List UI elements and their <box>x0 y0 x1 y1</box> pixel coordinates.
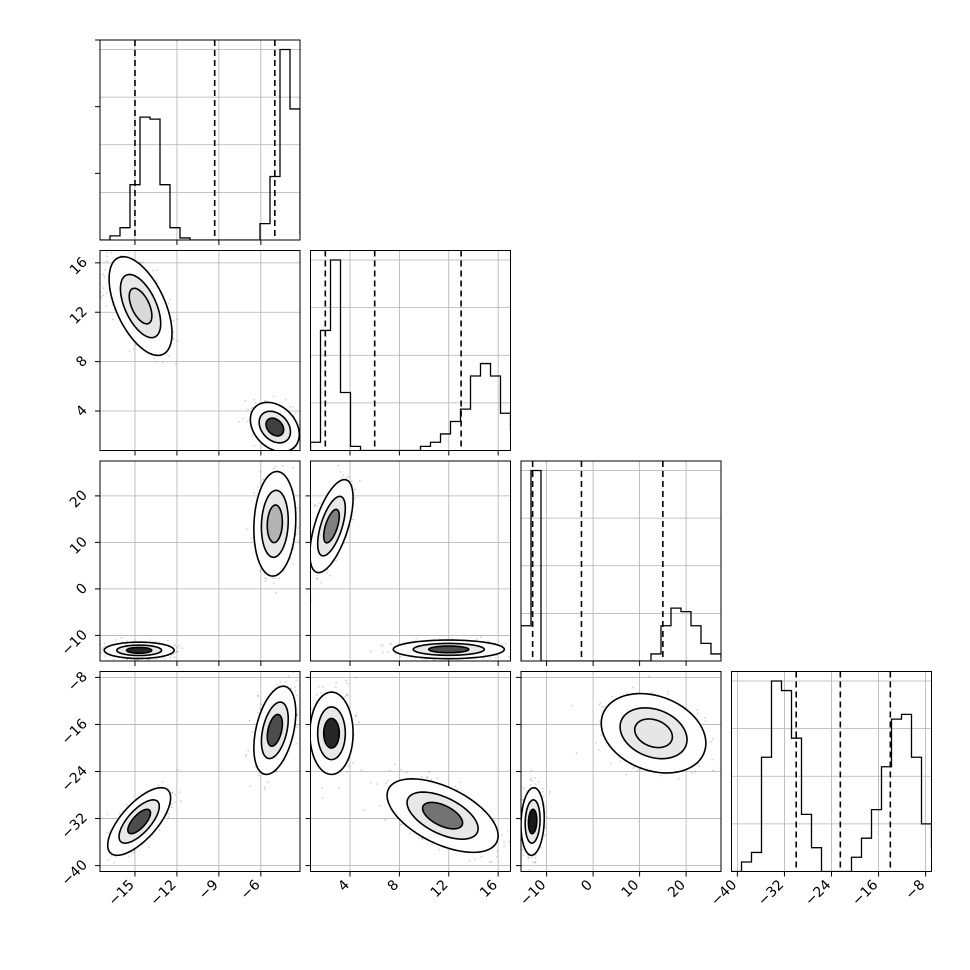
panel-2-2 <box>521 461 731 661</box>
panel-3-2 <box>513 672 739 872</box>
xtick-label-3-1: −32 <box>755 877 787 909</box>
ytick-label-1-3: 16 <box>67 254 91 278</box>
ytick-label-2-3: 20 <box>67 487 91 511</box>
xtick-label-3-4: −8 <box>903 877 929 903</box>
panel-0-0 <box>100 40 310 240</box>
contour-2-0-0-2 <box>127 647 152 653</box>
ytick-label-2-0: −10 <box>59 627 91 659</box>
panel-2-1 <box>293 460 514 665</box>
xtick-label-1-0: 4 <box>335 877 353 895</box>
xtick-label-3-3: −16 <box>849 877 881 909</box>
contour-3-2-0-2 <box>528 809 536 833</box>
ytick-label-1-0: 4 <box>73 402 91 420</box>
contour-2-1-1-2 <box>429 646 469 653</box>
xtick-label-1-3: 16 <box>477 877 501 901</box>
xtick-label-1-1: 8 <box>385 877 403 895</box>
xtick-label-3-0: −40 <box>708 877 740 909</box>
ytick-label-3-1: −32 <box>59 810 91 842</box>
xtick-label-2-3: 20 <box>665 877 689 901</box>
ytick-label-3-0: −40 <box>59 857 91 889</box>
ytick-label-2-2: 10 <box>67 534 91 558</box>
ytick-label-1-1: 8 <box>73 353 91 371</box>
xtick-label-0-0: −15 <box>106 877 138 909</box>
panel-1-0 <box>97 247 305 457</box>
panel-3-0 <box>91 671 306 871</box>
ytick-label-3-3: −16 <box>59 716 91 748</box>
xtick-label-0-3: −6 <box>238 877 264 903</box>
ytick-label-3-4: −8 <box>65 669 91 695</box>
xtick-label-3-2: −24 <box>802 877 834 909</box>
xtick-label-0-1: −12 <box>148 877 180 909</box>
xtick-label-0-2: −9 <box>196 877 222 903</box>
xtick-label-1-2: 12 <box>428 877 452 901</box>
contour-2-0-1-2 <box>267 505 282 543</box>
panel-1-1 <box>311 251 541 451</box>
panel-2-0 <box>88 451 303 661</box>
panel-3-1 <box>302 669 518 872</box>
panel-3-3 <box>732 672 942 872</box>
xtick-label-2-1: 0 <box>578 877 596 895</box>
xtick-label-2-0: −10 <box>517 877 549 909</box>
axes-frame-2-2 <box>521 461 721 661</box>
contour-3-1-0-2 <box>324 718 340 748</box>
ytick-label-1-2: 12 <box>67 304 91 328</box>
ytick-label-3-2: −24 <box>59 763 91 795</box>
ytick-label-2-1: 0 <box>73 580 91 598</box>
xtick-label-2-2: 10 <box>619 877 643 901</box>
